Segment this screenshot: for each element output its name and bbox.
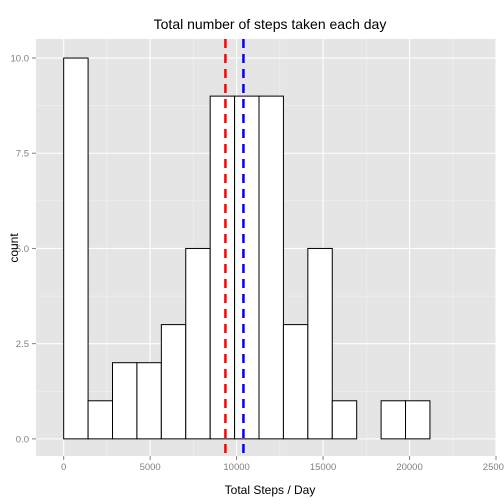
y-axis: 0.0 2.5 5.0 7.5 10.0 bbox=[11, 54, 36, 445]
y-tick-label: 5.0 bbox=[16, 244, 29, 255]
histogram-bar bbox=[112, 362, 138, 440]
x-tick-label: 0 bbox=[61, 462, 66, 473]
histogram-bar bbox=[87, 400, 114, 440]
histogram-bar bbox=[380, 400, 407, 440]
x-tick-label: 15000 bbox=[310, 462, 336, 473]
x-tick-label: 25000 bbox=[483, 462, 504, 473]
histogram-bar bbox=[234, 95, 260, 440]
histogram-bar bbox=[331, 400, 358, 440]
x-tick-label: 20000 bbox=[396, 462, 422, 473]
y-axis-title: count bbox=[7, 233, 21, 263]
x-axis: 0 5000 10000 15000 20000 25000 bbox=[61, 456, 504, 473]
y-tick-label: 7.5 bbox=[16, 149, 29, 160]
reference-lines bbox=[224, 39, 245, 456]
chart-title: Total number of steps taken each day bbox=[154, 16, 387, 32]
histogram-bar bbox=[258, 95, 284, 440]
x-tick-label: 5000 bbox=[140, 462, 161, 473]
histogram-bar bbox=[136, 362, 162, 440]
histogram-bar bbox=[209, 95, 236, 440]
histogram-bars bbox=[63, 57, 431, 440]
histogram-bar bbox=[160, 324, 187, 440]
y-tick-label: 2.5 bbox=[16, 339, 29, 350]
y-tick-label: 10.0 bbox=[11, 54, 30, 65]
x-axis-title: Total Steps / Day bbox=[225, 483, 316, 497]
x-tick-label: 10000 bbox=[223, 462, 249, 473]
histogram-bar bbox=[405, 400, 431, 440]
histogram-bar bbox=[282, 324, 309, 440]
histogram-bar bbox=[63, 57, 89, 440]
histogram-bar bbox=[185, 247, 211, 440]
histogram-bar bbox=[307, 247, 333, 440]
y-tick-label: 0.0 bbox=[16, 434, 29, 445]
